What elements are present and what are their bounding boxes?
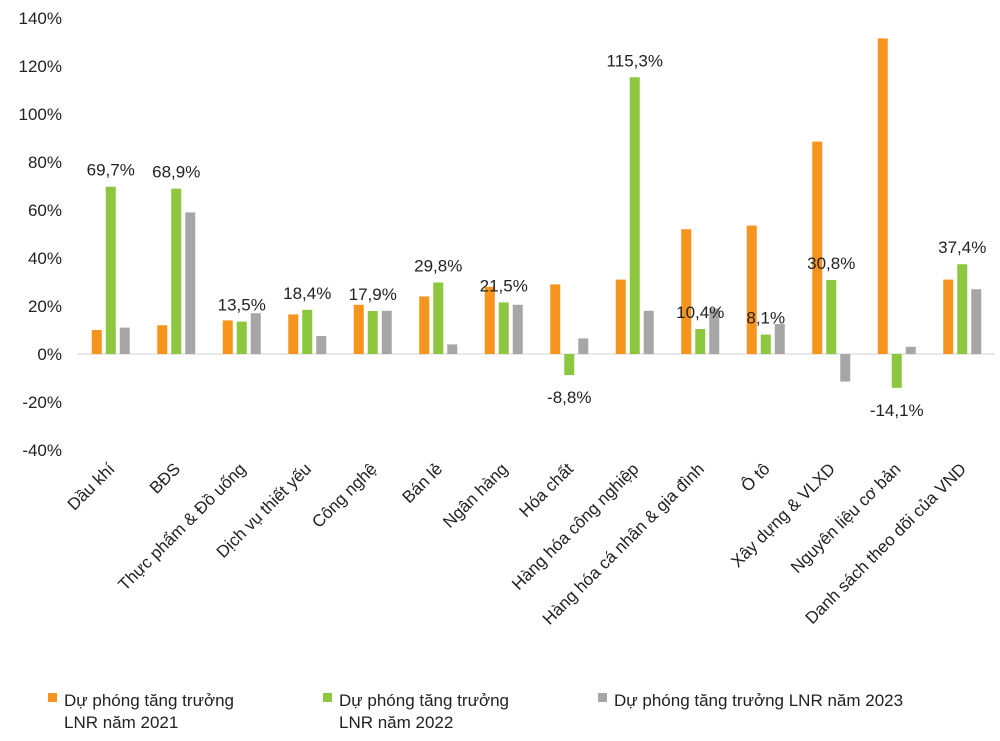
bar-series-1 bbox=[419, 296, 430, 354]
y-tick-label: 0% bbox=[37, 345, 62, 364]
data-label: 13,5% bbox=[218, 296, 266, 315]
bar-series-1 bbox=[550, 284, 561, 354]
data-label: 68,9% bbox=[152, 163, 200, 182]
category-label: Hàng hóa công nghiệp bbox=[508, 459, 642, 593]
data-labels-group: 69,7% 68,9% 13,5% 18,4% 17,9% 29,8% 21,5% -8,8%… bbox=[87, 51, 987, 420]
bar-series-1 bbox=[353, 304, 364, 354]
data-label: 10,4% bbox=[676, 303, 724, 322]
bar-series-2 bbox=[826, 280, 837, 354]
legend-label: Dự phóng tăng trưởng LNR năm 2023 bbox=[614, 691, 903, 710]
bar-series-2 bbox=[957, 264, 968, 354]
category-label: Bán lẻ bbox=[399, 459, 447, 507]
bar-series-1 bbox=[484, 286, 495, 354]
y-tick-label: 80% bbox=[28, 153, 62, 172]
data-label: -8,8% bbox=[547, 388, 591, 407]
legend-label: LNR năm 2021 bbox=[64, 713, 178, 732]
bar-series-1 bbox=[877, 38, 888, 355]
data-label: 18,4% bbox=[283, 284, 331, 303]
data-label: 17,9% bbox=[349, 285, 397, 304]
legend-label: Dự phóng tăng trưởng bbox=[339, 691, 509, 710]
category-label: BĐS bbox=[146, 459, 184, 497]
bar-series-1 bbox=[746, 225, 757, 354]
bar-series-3 bbox=[316, 336, 327, 354]
bar-series-2 bbox=[433, 282, 444, 354]
bar-series-2 bbox=[760, 334, 771, 354]
bar-series-3 bbox=[578, 338, 589, 354]
bar-series-2 bbox=[302, 309, 313, 354]
bar-series-3 bbox=[971, 289, 982, 354]
data-label: 21,5% bbox=[480, 276, 528, 295]
legend-swatch bbox=[323, 693, 332, 702]
category-label: Hóa chất bbox=[516, 459, 578, 521]
legend-swatch bbox=[598, 693, 607, 702]
bar-series-1 bbox=[91, 330, 102, 354]
bar-series-2 bbox=[367, 311, 378, 354]
bars-group bbox=[91, 38, 982, 388]
y-tick-label: 140% bbox=[19, 9, 62, 28]
bar-series-3 bbox=[512, 304, 523, 354]
category-label: Nguyên liệu cơ bản bbox=[787, 459, 905, 577]
category-label: Thực phẩm & Đồ uống bbox=[114, 459, 249, 594]
legend: Dự phóng tăng trưởng LNR năm 2021 Dự phóng… bbox=[48, 691, 903, 732]
y-tick-label: 40% bbox=[28, 249, 62, 268]
bar-series-2 bbox=[629, 77, 640, 354]
bar-series-3 bbox=[119, 327, 130, 354]
bar-series-3 bbox=[840, 354, 851, 382]
bar-series-2 bbox=[695, 329, 706, 354]
bar-series-1 bbox=[812, 141, 823, 354]
bar-series-3 bbox=[774, 324, 785, 354]
bar-series-1 bbox=[615, 279, 626, 354]
category-label: Dầu khí bbox=[64, 459, 119, 514]
data-label: 8,1% bbox=[746, 309, 785, 328]
legend-label: LNR năm 2022 bbox=[339, 713, 453, 732]
data-label: 115,3% bbox=[607, 51, 663, 70]
data-label: 69,7% bbox=[87, 161, 135, 180]
data-label: -14,1% bbox=[870, 401, 924, 420]
bar-series-2 bbox=[564, 354, 575, 376]
y-axis: 140% 120% 100% 80% 60% 40% 20% 0% -20% -40% bbox=[19, 9, 62, 460]
y-tick-label: 100% bbox=[19, 105, 62, 124]
data-label: 37,4% bbox=[938, 238, 986, 257]
category-label: Ngân hàng bbox=[439, 459, 511, 531]
y-tick-label: 120% bbox=[19, 57, 62, 76]
data-label: 29,8% bbox=[414, 256, 462, 275]
y-tick-label: -40% bbox=[22, 441, 62, 460]
bar-series-2 bbox=[891, 354, 902, 388]
bar-series-3 bbox=[709, 308, 720, 354]
y-tick-label: 60% bbox=[28, 201, 62, 220]
legend-swatch bbox=[48, 693, 57, 702]
bar-series-2 bbox=[171, 188, 182, 354]
bar-series-3 bbox=[905, 346, 916, 354]
bar-series-3 bbox=[381, 310, 392, 354]
bar-series-3 bbox=[447, 344, 458, 354]
bar-series-2 bbox=[498, 302, 509, 354]
bar-series-2 bbox=[236, 321, 247, 354]
category-label: Công nghệ bbox=[308, 459, 380, 531]
bar-series-1 bbox=[288, 314, 299, 354]
bar-series-1 bbox=[681, 229, 692, 354]
bar-series-1 bbox=[157, 325, 168, 354]
data-label: 30,8% bbox=[807, 254, 855, 273]
bar-series-1 bbox=[222, 320, 233, 354]
y-tick-label: -20% bbox=[22, 393, 62, 412]
category-label: Ô tô bbox=[737, 459, 773, 495]
bar-series-3 bbox=[185, 212, 196, 354]
bar-series-3 bbox=[250, 313, 261, 354]
bar-series-2 bbox=[105, 186, 116, 354]
y-tick-label: 20% bbox=[28, 297, 62, 316]
bar-series-1 bbox=[943, 279, 954, 354]
bar-series-3 bbox=[643, 310, 654, 354]
legend-label: Dự phóng tăng trưởng bbox=[64, 691, 234, 710]
